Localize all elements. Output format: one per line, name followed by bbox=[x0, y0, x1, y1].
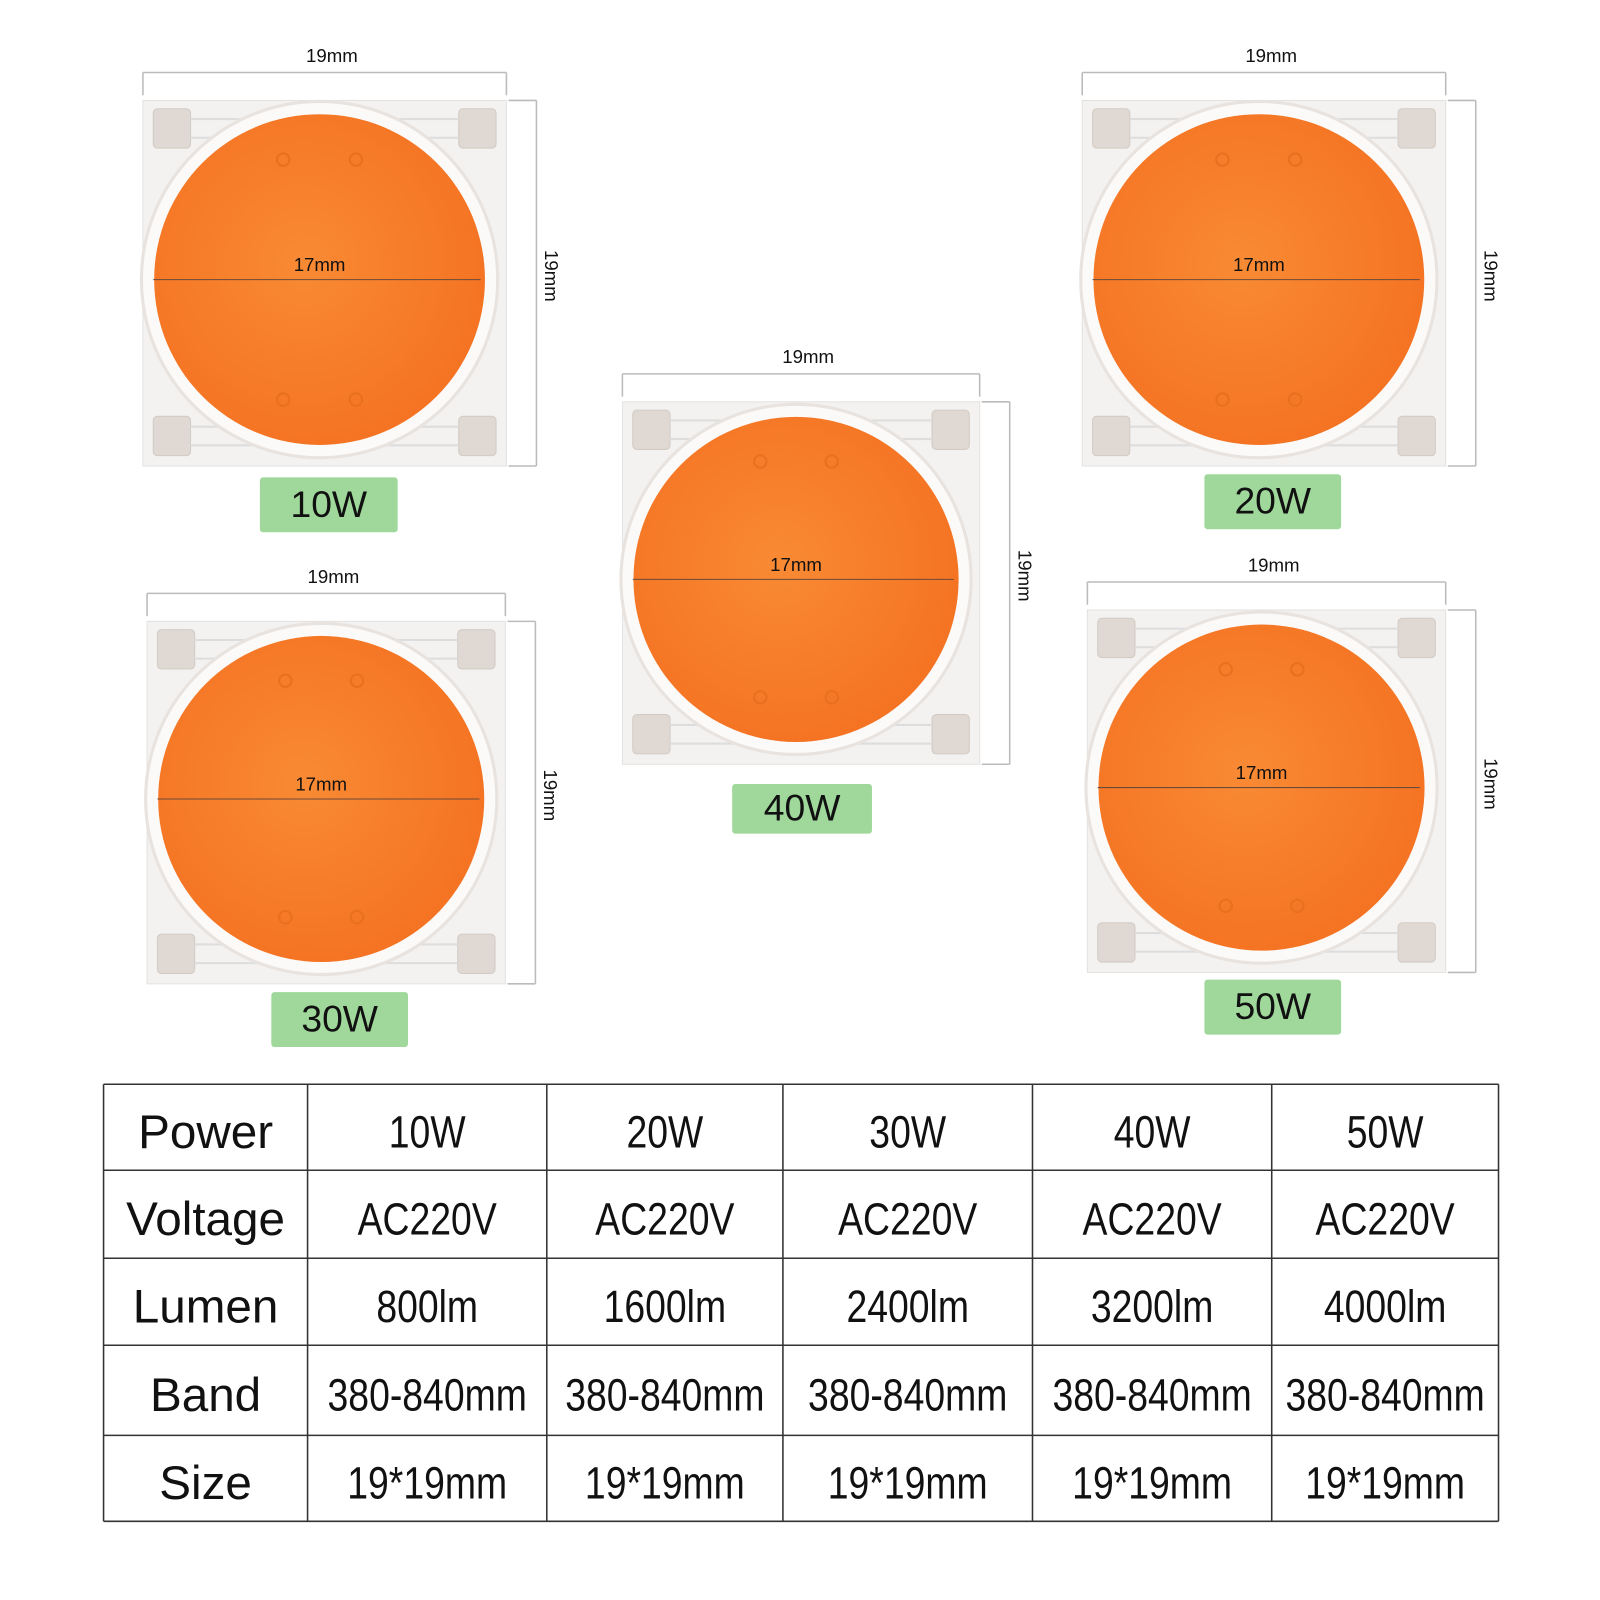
dot bbox=[1290, 662, 1305, 677]
row-header: Size bbox=[159, 1457, 252, 1510]
pad bbox=[1092, 415, 1131, 457]
dot bbox=[824, 454, 840, 469]
dot bbox=[1287, 392, 1303, 407]
power-label: 40W bbox=[764, 787, 841, 829]
power-badge bbox=[271, 992, 409, 1047]
table-cell: 19*19mm bbox=[585, 1458, 745, 1509]
table-cell: 40W bbox=[1114, 1107, 1191, 1158]
pad bbox=[632, 409, 671, 450]
pad bbox=[156, 629, 196, 670]
table-cell: AC220V bbox=[358, 1194, 498, 1245]
power-label: 20W bbox=[1234, 480, 1311, 522]
row-header: Lumen bbox=[133, 1281, 279, 1334]
height-label: 19mm bbox=[1480, 758, 1501, 810]
height-label: 19mm bbox=[1480, 250, 1501, 302]
pad bbox=[1097, 922, 1136, 963]
table-cell: 19*19mm bbox=[1072, 1458, 1232, 1509]
pad bbox=[931, 409, 970, 450]
table-cell: 19*19mm bbox=[347, 1458, 507, 1509]
pad bbox=[632, 714, 671, 755]
dot bbox=[1218, 662, 1233, 677]
dot bbox=[275, 392, 291, 407]
pad bbox=[458, 108, 497, 149]
height-label: 19mm bbox=[541, 250, 562, 302]
diameter-label: 17mm bbox=[1233, 254, 1285, 275]
width-label: 19mm bbox=[306, 45, 358, 66]
power-label: 30W bbox=[301, 997, 378, 1039]
width-label: 19mm bbox=[308, 566, 360, 587]
dot bbox=[753, 690, 768, 705]
pad bbox=[152, 108, 192, 149]
power-badge bbox=[1204, 474, 1342, 530]
table-cell: 380-840mm bbox=[1052, 1370, 1251, 1421]
power-badge bbox=[732, 783, 872, 834]
table-cell: 800lm bbox=[376, 1281, 478, 1332]
dot bbox=[278, 673, 293, 688]
pad bbox=[1397, 108, 1436, 149]
pad bbox=[457, 629, 496, 670]
pad bbox=[152, 415, 192, 457]
table-cell: 30W bbox=[869, 1107, 946, 1158]
power-label: 50W bbox=[1234, 985, 1311, 1027]
table-cell: 2400lm bbox=[846, 1281, 969, 1332]
pad bbox=[1092, 108, 1131, 149]
table-cell: 380-840mm bbox=[565, 1370, 764, 1421]
power-badge bbox=[1204, 979, 1342, 1035]
dot bbox=[824, 690, 840, 705]
dot bbox=[1287, 152, 1303, 167]
row-header: Voltage bbox=[126, 1193, 285, 1246]
table-cell: 19*19mm bbox=[828, 1458, 988, 1509]
pad bbox=[931, 714, 970, 755]
dot bbox=[349, 673, 365, 688]
height-label: 19mm bbox=[1014, 550, 1035, 602]
table-cell: AC220V bbox=[1316, 1194, 1456, 1245]
dot bbox=[753, 454, 768, 469]
power-badge bbox=[259, 477, 398, 533]
table-cell: 1600lm bbox=[604, 1281, 727, 1332]
table-cell: 4000lm bbox=[1324, 1281, 1447, 1332]
table-cell: 3200lm bbox=[1091, 1281, 1214, 1332]
pad bbox=[1097, 617, 1136, 659]
height-label: 19mm bbox=[540, 769, 561, 821]
dot bbox=[1218, 898, 1233, 914]
dot bbox=[275, 152, 291, 167]
table-cell: 380-840mm bbox=[328, 1370, 527, 1421]
width-label: 19mm bbox=[782, 346, 834, 367]
power-label: 10W bbox=[290, 483, 367, 525]
pad bbox=[1397, 617, 1436, 659]
diameter-label: 17mm bbox=[295, 773, 347, 794]
width-label: 19mm bbox=[1248, 554, 1300, 575]
table-cell: 20W bbox=[626, 1107, 703, 1158]
width-label: 19mm bbox=[1245, 45, 1297, 66]
diameter-label: 17mm bbox=[1236, 762, 1288, 783]
table-cell: AC220V bbox=[595, 1194, 735, 1245]
pad bbox=[457, 933, 496, 974]
row-header: Power bbox=[138, 1106, 273, 1159]
dot bbox=[349, 909, 365, 925]
table-cell: 380-840mm bbox=[1285, 1370, 1484, 1421]
table-cell: 10W bbox=[389, 1107, 466, 1158]
table-cell: 380-840mm bbox=[808, 1370, 1007, 1421]
pad bbox=[1397, 415, 1436, 457]
table-cell: AC220V bbox=[838, 1194, 978, 1245]
table-cell: 50W bbox=[1347, 1107, 1424, 1158]
diameter-label: 17mm bbox=[770, 554, 822, 575]
pad bbox=[1397, 922, 1436, 963]
table-cell: 19*19mm bbox=[1305, 1458, 1465, 1509]
table-cell: AC220V bbox=[1083, 1194, 1223, 1245]
dot bbox=[1290, 898, 1305, 914]
dot bbox=[348, 152, 364, 167]
pad bbox=[458, 415, 497, 457]
pad bbox=[156, 933, 196, 974]
dot bbox=[1215, 392, 1230, 407]
row-header: Band bbox=[150, 1369, 261, 1422]
diameter-label: 17mm bbox=[294, 254, 346, 275]
dot bbox=[1215, 152, 1230, 167]
dot bbox=[278, 909, 293, 925]
dot bbox=[348, 392, 364, 407]
